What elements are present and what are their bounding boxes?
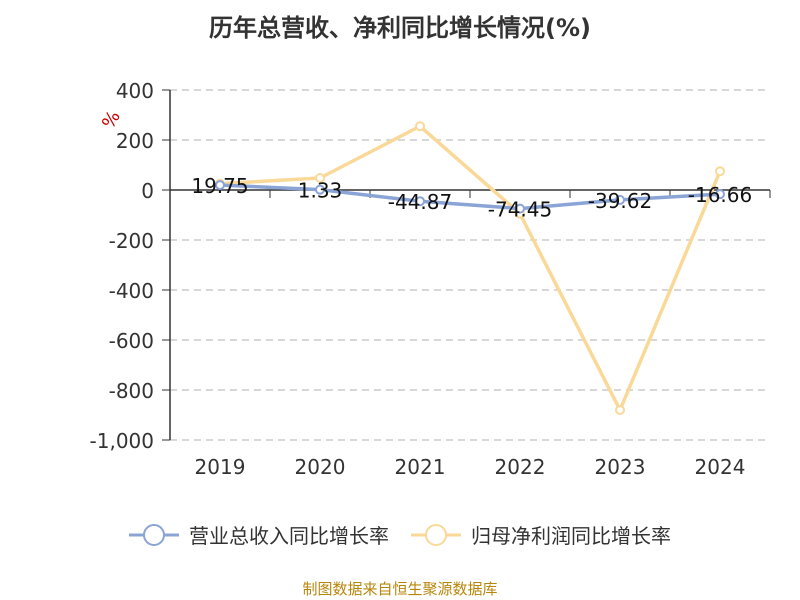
data-point-profit — [715, 166, 725, 177]
series-line-revenue — [219, 183, 721, 211]
x-tick-label: 2022 — [495, 455, 546, 479]
legend-label-revenue: 营业总收入同比增长率 — [189, 524, 389, 548]
legend-label-profit: 归母净利润同比增长率 — [471, 524, 671, 548]
data-label-revenue: -16.66 — [688, 183, 752, 207]
y-tick-label: 400 — [116, 79, 154, 103]
legend-marker-revenue — [129, 523, 179, 546]
data-point-revenue — [315, 184, 325, 195]
data-point-profit — [315, 173, 325, 183]
chart-title: 历年总营收、净利同比增长情况(%) — [209, 14, 591, 42]
data-point-revenue — [715, 189, 725, 200]
legend-item-revenue[interactable]: 营业总收入同比增长率 — [129, 520, 389, 549]
data-label-revenue: -44.87 — [388, 190, 452, 214]
legend-marker-profit — [411, 523, 461, 546]
y-tick-label: -600 — [109, 329, 154, 353]
y-tick-label: -800 — [109, 379, 154, 403]
x-tick-label: 2019 — [195, 455, 246, 479]
y-tick-label: 200 — [116, 129, 154, 153]
data-point-revenue — [215, 180, 225, 191]
data-point-revenue — [515, 203, 525, 214]
x-tick-label: 2020 — [295, 455, 346, 479]
y-tick-label: -1,000 — [90, 429, 154, 453]
series-line-profit — [219, 124, 722, 412]
data-point-revenue — [415, 196, 425, 207]
data-label-revenue: 1.33 — [298, 179, 343, 203]
source-note: 制图数据来自恒生聚源数据库 — [302, 580, 498, 598]
y-tick-label: -200 — [109, 229, 154, 253]
legend-item-profit[interactable]: 归母净利润同比增长率 — [411, 520, 671, 549]
data-label-revenue: 19.75 — [191, 174, 248, 198]
data-label-revenue: -74.45 — [488, 198, 552, 222]
data-label-revenue: -39.62 — [588, 189, 652, 213]
data-point-revenue — [615, 194, 625, 205]
data-point-profit — [615, 405, 625, 415]
y-tick-label: -400 — [109, 279, 154, 303]
x-tick-label: 2023 — [595, 455, 646, 479]
x-tick-label: 2024 — [695, 455, 746, 479]
y-tick-label: 0 — [141, 179, 154, 203]
legend: 营业总收入同比增长率 归母净利润同比增长率 — [0, 520, 800, 549]
x-tick-label: 2021 — [395, 455, 446, 479]
data-point-profit — [415, 121, 425, 132]
